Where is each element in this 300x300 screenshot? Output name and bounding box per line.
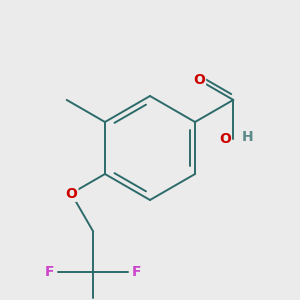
Text: F: F (45, 265, 54, 278)
Text: O: O (194, 74, 206, 87)
Text: O: O (65, 187, 77, 200)
Text: H: H (241, 130, 253, 144)
Text: F: F (132, 265, 142, 278)
Text: O: O (219, 132, 231, 146)
